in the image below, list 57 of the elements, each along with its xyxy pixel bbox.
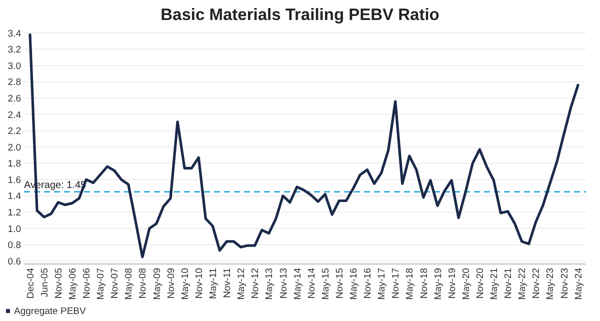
x-tick-label: Nov-20 <box>474 268 486 299</box>
y-tick-label: 3.2 <box>8 44 21 56</box>
x-tick-label: Nov-19 <box>446 268 458 299</box>
y-tick-label: 1.4 <box>8 191 21 202</box>
x-tick-label: Nov-07 <box>110 268 121 299</box>
x-tick-label: Nov-09 <box>166 268 177 299</box>
x-tick-label: May-15 <box>320 268 332 300</box>
chart-title: Basic Materials Trailing PEBV Ratio <box>160 6 440 24</box>
y-tick-label: 0.8 <box>8 240 21 252</box>
y-tick-label: 1.6 <box>8 174 21 186</box>
y-tick-label: 2.8 <box>8 77 21 88</box>
y-tick-label: 0.6 <box>8 256 21 268</box>
x-tick-label: Nov-06 <box>82 268 93 299</box>
x-tick-label: May-17 <box>376 268 388 300</box>
x-tick-label: Nov-05 <box>53 268 64 299</box>
x-tick-label: May-07 <box>96 268 107 300</box>
x-tick-label: Nov-16 <box>362 268 374 299</box>
x-tick-label: May-14 <box>292 268 304 300</box>
y-tick-label: 1.2 <box>8 207 21 218</box>
x-tick-label: May-24 <box>573 268 584 300</box>
x-tick-label: Nov-13 <box>278 268 290 299</box>
x-tick-label: Nov-15 <box>334 268 346 299</box>
y-tick-label: 3.0 <box>8 60 21 72</box>
x-tick-label: May-16 <box>348 268 360 300</box>
x-tick-label: May-13 <box>264 268 276 300</box>
x-tick-label: May-10 <box>180 268 191 300</box>
x-tick-label: May-11 <box>208 268 219 299</box>
x-tick-label: Nov-21 <box>503 268 514 299</box>
y-tick-label: 3.4 <box>8 28 21 40</box>
x-tick-label: May-21 <box>489 268 500 300</box>
x-tick-label: Nov-11 <box>222 268 234 298</box>
y-tick-label: 1.0 <box>8 224 21 235</box>
x-tick-label: Nov-22 <box>531 268 542 299</box>
x-tick-label: Jun-05 <box>39 268 50 298</box>
x-tick-label: May-12 <box>236 268 248 300</box>
x-tick-label: May-23 <box>545 268 556 300</box>
x-tick-label: Nov-10 <box>194 268 205 299</box>
x-tick-label: May-09 <box>152 268 163 300</box>
legend-label: Aggregate PEBV <box>14 306 86 317</box>
x-tick-label: Nov-18 <box>418 268 430 299</box>
y-tick-label: 2.4 <box>8 110 21 121</box>
x-tick-label: May-22 <box>517 268 528 300</box>
x-tick-label: Dec-04 <box>25 268 36 299</box>
x-tick-label: May-06 <box>67 268 78 300</box>
x-tick-label: May-18 <box>404 268 416 300</box>
x-tick-label: Nov-23 <box>559 268 570 299</box>
y-tick-label: 2.2 <box>8 126 21 138</box>
x-tick-label: May-08 <box>124 268 135 300</box>
y-tick-label: 1.8 <box>8 158 21 170</box>
x-tick-label: Nov-14 <box>306 268 318 299</box>
x-tick-label: Nov-12 <box>250 268 262 299</box>
x-tick-label: Nov-08 <box>138 268 149 299</box>
y-tick-label: 2.0 <box>8 142 21 154</box>
x-tick-label: May-20 <box>460 268 472 300</box>
x-tick-label: Nov-17 <box>390 268 402 299</box>
x-tick-label: May-19 <box>432 268 444 300</box>
y-tick-label: 2.6 <box>8 93 21 104</box>
